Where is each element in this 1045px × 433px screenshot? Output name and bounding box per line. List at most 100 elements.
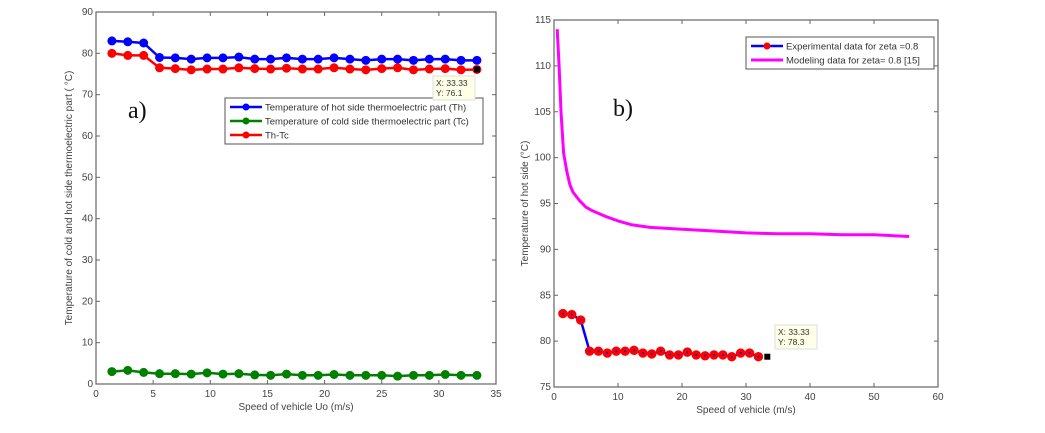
x-tick-label: 15 — [262, 389, 274, 400]
y-tick-label: 115 — [535, 15, 551, 26]
data-point[interactable] — [472, 370, 482, 380]
data-point[interactable] — [440, 54, 450, 64]
datatip-box — [432, 75, 476, 101]
data-point[interactable] — [139, 50, 149, 60]
data-point-center — [570, 313, 573, 316]
data-point[interactable] — [424, 64, 434, 74]
data-point[interactable] — [218, 369, 228, 379]
data-point[interactable] — [155, 52, 165, 62]
data-point[interactable] — [393, 63, 403, 73]
y-axis-label: Temperature of cold and hot side thermoe… — [64, 71, 75, 326]
data-point[interactable] — [155, 369, 165, 379]
data-point[interactable] — [408, 55, 418, 65]
plot-area — [553, 19, 939, 388]
x-tick-label: 10 — [205, 389, 217, 400]
data-point[interactable] — [282, 53, 292, 63]
data-point[interactable] — [313, 54, 323, 64]
data-point[interactable] — [107, 48, 117, 58]
data-point[interactable] — [266, 370, 276, 380]
data-point[interactable] — [250, 54, 260, 64]
y-tick-label: 10 — [82, 338, 94, 349]
data-point[interactable] — [329, 369, 339, 379]
data-point[interactable] — [218, 64, 228, 74]
data-point[interactable] — [234, 52, 244, 62]
data-point[interactable] — [202, 64, 212, 74]
y-tick-label: 110 — [535, 61, 551, 72]
data-point[interactable] — [377, 370, 387, 380]
data-point[interactable] — [424, 54, 434, 64]
data-point[interactable] — [313, 370, 323, 380]
data-point[interactable] — [123, 50, 133, 60]
data-point[interactable] — [361, 55, 371, 65]
data-point[interactable] — [250, 64, 260, 74]
x-tick-label: 10 — [612, 392, 624, 403]
data-point-center — [668, 353, 671, 356]
data-point[interactable] — [297, 370, 307, 380]
data-point[interactable] — [424, 370, 434, 380]
data-point[interactable] — [297, 54, 307, 64]
data-point[interactable] — [456, 370, 466, 380]
data-point[interactable] — [170, 53, 180, 63]
data-point-center — [757, 355, 760, 358]
data-point[interactable] — [361, 370, 371, 380]
y-tick-label: 90 — [82, 7, 94, 18]
data-point[interactable] — [218, 53, 228, 63]
data-point[interactable] — [170, 369, 180, 379]
legend-entry-label: Temperature of hot side thermoelectric p… — [265, 103, 466, 114]
data-point[interactable] — [377, 54, 387, 64]
data-point[interactable] — [266, 54, 276, 64]
data-point[interactable] — [377, 64, 387, 74]
datatip-x: X: 33.33 — [778, 327, 810, 337]
data-point[interactable] — [408, 370, 418, 380]
data-point[interactable] — [186, 54, 196, 64]
data-point-center — [561, 312, 564, 315]
data-point[interactable] — [456, 65, 466, 75]
data-point[interactable] — [107, 367, 117, 377]
data-point[interactable] — [234, 369, 244, 379]
y-tick-label: 30 — [82, 255, 94, 266]
legend-entry-label: Modeling data for zeta= 0.8 [15] — [786, 56, 920, 67]
datatip-y: Y: 78.3 — [778, 337, 805, 347]
data-point[interactable] — [393, 54, 403, 64]
data-point[interactable] — [297, 64, 307, 74]
data-point[interactable] — [155, 63, 165, 73]
x-tick-label: 30 — [433, 389, 445, 400]
data-point[interactable] — [345, 64, 355, 74]
legend: Experimental data for zeta =0.8 Modeling… — [745, 36, 935, 70]
data-point[interactable] — [329, 63, 339, 73]
data-point[interactable] — [139, 367, 149, 377]
data-point[interactable] — [329, 53, 339, 63]
data-point[interactable] — [408, 65, 418, 75]
data-point[interactable] — [282, 369, 292, 379]
y-tick-label: 80 — [540, 336, 552, 347]
legend: Temperature of hot side thermoelectric p… — [224, 97, 484, 145]
data-point[interactable] — [440, 64, 450, 74]
legend-marker — [763, 42, 771, 50]
data-point[interactable] — [107, 36, 117, 46]
data-point[interactable] — [202, 368, 212, 378]
data-point[interactable] — [345, 370, 355, 380]
data-point[interactable] — [440, 369, 450, 379]
data-point[interactable] — [202, 53, 212, 63]
data-point[interactable] — [456, 55, 466, 65]
data-point[interactable] — [266, 64, 276, 74]
data-point-center — [748, 352, 751, 355]
data-point[interactable] — [282, 63, 292, 73]
data-point[interactable] — [361, 65, 371, 75]
data-point[interactable] — [393, 371, 403, 381]
data-point-center — [730, 355, 733, 358]
data-point[interactable] — [345, 54, 355, 64]
x-tick-label: 5 — [150, 389, 156, 400]
data-point[interactable] — [472, 55, 482, 65]
data-point[interactable] — [186, 65, 196, 75]
data-point[interactable] — [250, 370, 260, 380]
data-point[interactable] — [234, 63, 244, 73]
data-point[interactable] — [123, 37, 133, 47]
data-point[interactable] — [139, 38, 149, 48]
legend-entry-label: Temperature of cold side thermoelectric … — [265, 117, 469, 128]
data-point[interactable] — [123, 365, 133, 375]
data-point[interactable] — [186, 369, 196, 379]
data-point[interactable] — [170, 64, 180, 74]
data-point[interactable] — [313, 64, 323, 74]
